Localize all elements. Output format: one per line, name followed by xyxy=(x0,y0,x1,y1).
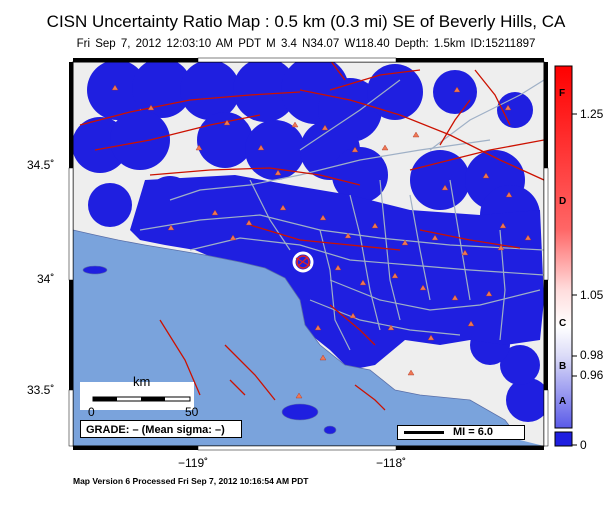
colorbar-value-0-96: 0.96 xyxy=(580,368,604,382)
colorbar-value-0: 0 xyxy=(580,438,587,452)
grade-letter-c: C xyxy=(559,318,567,329)
grade-letter-f: F xyxy=(559,88,566,99)
map-frame xyxy=(68,57,549,451)
lat-label-34-5: 34.5˚ xyxy=(27,158,55,172)
colorbar-value-0-98: 0.98 xyxy=(580,348,604,362)
lon-label-119: −119˚ xyxy=(178,456,209,470)
channel-islands xyxy=(82,265,337,435)
scale-bar-unit: km xyxy=(133,374,151,389)
colorbar-value-1-25: 1.25 xyxy=(580,107,604,121)
map-subtitle: Fri Sep 7, 2012 12:03:10 AM PDT M 3.4 N3… xyxy=(76,38,536,50)
epicenter-marker xyxy=(292,251,314,273)
grade-letter-a: A xyxy=(559,396,567,407)
map-title: CISN Uncertainty Ratio Map : 0.5 km (0.3… xyxy=(46,12,566,31)
lat-label-33-5: 33.5˚ xyxy=(27,383,55,397)
uncertainty-coverage xyxy=(73,62,544,422)
lon-label-118: −118˚ xyxy=(376,456,407,470)
processing-footer: Map Version 6 Processed Fri Sep 7, 2012 … xyxy=(73,476,309,486)
mi-legend-line xyxy=(404,431,444,434)
shoreline xyxy=(73,229,521,441)
grade-letter-d: D xyxy=(559,196,567,207)
scale-bar-end: 50 xyxy=(185,405,199,419)
seismic-stations xyxy=(111,84,532,399)
scale-bar-start: 0 xyxy=(88,405,95,419)
scale-bar xyxy=(80,382,194,410)
grade-letter-b: B xyxy=(559,361,567,372)
mi-legend: MI = 6.0 xyxy=(397,425,525,440)
lat-label-34: 34˚ xyxy=(37,272,55,286)
grade-box: GRADE: – (Mean sigma: –) xyxy=(80,420,242,438)
colorbar-value-1-05: 1.05 xyxy=(580,288,604,302)
fault-lines xyxy=(79,62,544,411)
mi-legend-text: MI = 6.0 xyxy=(453,426,494,438)
colorbar xyxy=(554,65,577,447)
